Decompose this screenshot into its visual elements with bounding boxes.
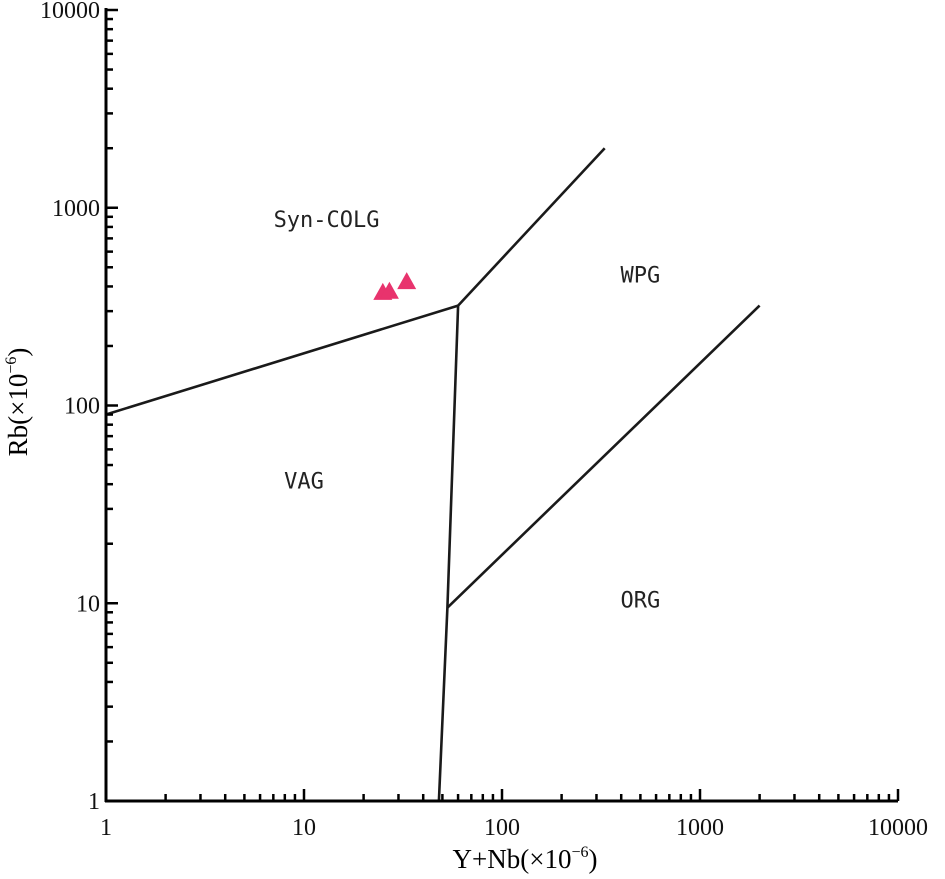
x-tick-label: 1000: [676, 815, 724, 841]
x-tick-label: 10000: [868, 815, 928, 841]
data-point-triangle: [397, 272, 417, 290]
tick-labels: 1 10 100 1000 10000 1 10 100 1000 10000: [40, 0, 928, 841]
region-label-syn-colg: Syn-COLG: [274, 208, 380, 233]
x-tick-label: 1: [100, 815, 112, 841]
region-label-vag: VAG: [284, 470, 324, 495]
region-labels: Syn-COLG WPG VAG ORG: [274, 208, 661, 614]
y-tick-label: 1000: [52, 196, 100, 222]
x-tick-label: 100: [484, 815, 520, 841]
y-tick-label: 10: [76, 591, 100, 617]
region-label-org: ORG: [621, 589, 661, 614]
boundary-line-syn-colg-vag: [105, 304, 459, 416]
boundary-line-vag-orgwpg: [437, 305, 460, 802]
y-tick-label: 100: [64, 394, 100, 420]
boundary-line-wpg-org: [446, 304, 761, 609]
y-tick-label: 1: [88, 789, 100, 815]
data-points: [373, 272, 417, 300]
y-tick-label: 10000: [40, 0, 100, 24]
x-tick-label: 10: [292, 815, 316, 841]
region-label-wpg: WPG: [621, 263, 661, 288]
axis-ticks: [104, 8, 900, 803]
data-point-triangle: [379, 281, 399, 299]
boundary-lines: [105, 147, 761, 802]
y-axis-title: Rb(×10−6): [3, 348, 33, 457]
x-axis-title: Y+Nb(×10−6): [453, 844, 598, 874]
boundary-line-syn-colg-wpg: [457, 147, 606, 307]
